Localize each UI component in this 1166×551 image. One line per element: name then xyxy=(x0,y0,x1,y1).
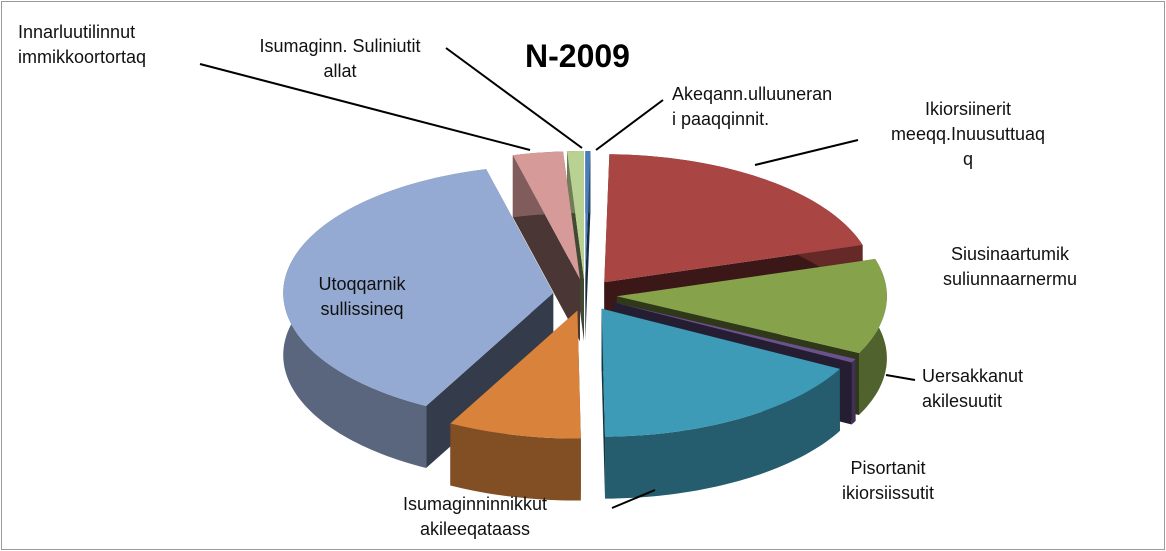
slice-wall xyxy=(851,358,856,425)
slice-top xyxy=(604,154,863,283)
slice-top xyxy=(616,259,887,353)
pie-slice xyxy=(585,151,591,342)
slice-top xyxy=(283,169,554,407)
slice-top xyxy=(567,151,584,280)
slice-top xyxy=(601,308,840,437)
slice-label: Isumaginninnikkut akileeqataass xyxy=(402,494,548,539)
leader-line xyxy=(595,99,664,151)
slice-label: Uersakkanut akilesuutit xyxy=(922,366,1024,411)
pie-slice xyxy=(512,151,580,342)
slice-label: Utoqqarnik sullissineq xyxy=(318,274,406,319)
slice-label: Akeqann.ulluuneran i paaqqinnit. xyxy=(672,84,833,129)
leader-line xyxy=(611,489,656,509)
leader-line xyxy=(754,139,859,166)
slice-top xyxy=(512,151,580,280)
slice-top xyxy=(585,151,591,280)
slice-label: Innarluutilinnut immikkoortortaq xyxy=(18,22,147,67)
chart-title: N-2009 xyxy=(525,38,630,74)
pie-slice xyxy=(450,310,581,501)
slice-wall xyxy=(450,423,581,501)
slice-wall xyxy=(605,368,840,499)
slice-cut-face xyxy=(601,308,606,499)
leader-line xyxy=(885,374,916,381)
slice-label: Siusinaartumik suliunnaarnermu xyxy=(942,244,1078,289)
pie-slice xyxy=(283,169,554,469)
slice-label: Ikiorsiinerit meeqq.Inuusuttuaq q xyxy=(890,99,1046,169)
slice-label: Isumaginn. Suliniutit allat xyxy=(259,36,421,81)
leader-line xyxy=(199,63,531,151)
slice-top xyxy=(450,310,581,439)
leader-line xyxy=(445,47,583,149)
pie-slice xyxy=(601,308,840,499)
slice-label: Pisortanit ikiorsiissutit xyxy=(841,458,935,503)
slice-top xyxy=(613,302,856,363)
